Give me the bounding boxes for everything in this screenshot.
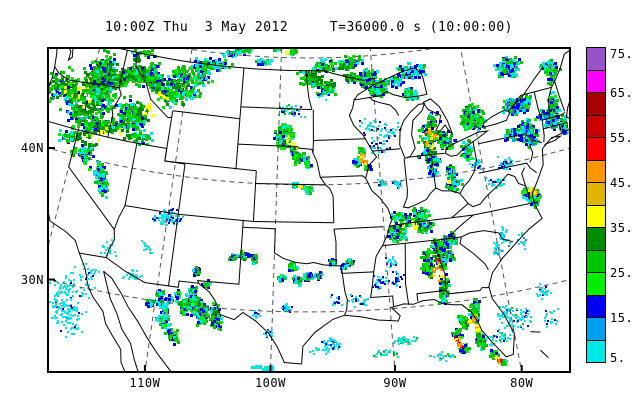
echo-region-mt-n (222, 49, 273, 66)
echo-region-oh-v (445, 170, 464, 193)
echo-region-co-ne (273, 123, 313, 169)
echo-region-tn-ky (387, 207, 435, 243)
echo-region-ca-sea (49, 263, 100, 338)
echo-region-tx-w (188, 293, 223, 331)
echo-region-mo-il (377, 179, 402, 189)
echo-region-gulf-cell (451, 328, 471, 354)
parallel-30N (49, 279, 569, 313)
great-lake-outline (353, 67, 428, 101)
echo-region-ms-spk (372, 256, 405, 290)
great-lake-outline (444, 130, 490, 157)
echo-region-ok (277, 262, 303, 287)
echo-region-nca-nv (79, 144, 109, 199)
meridian-100W (269, 49, 282, 371)
state-borders (49, 49, 569, 371)
echo-region-huron (460, 103, 487, 162)
echo-region-matl (469, 156, 513, 189)
echo-region-tx-nm (162, 289, 181, 315)
echo-region-tx-coast (309, 337, 341, 355)
lon-tick-label-110W: 110W (129, 376, 161, 390)
echo-region-pnw-c (117, 65, 200, 132)
echo-region-seplains (330, 294, 369, 308)
echo-region-mi (417, 111, 457, 169)
lon-tick-label-90W: 90W (383, 376, 407, 390)
echo-region-tx-w2 (188, 266, 212, 295)
echo-region-tx-pan (228, 250, 258, 265)
echo-region-az-2 (145, 289, 165, 309)
plot-title: 10:00Z Thu 3 May 2012 T=36000.0 s (10:00… (104, 20, 513, 35)
lat-tick-label-40N: 40N (20, 140, 44, 155)
map-frame (47, 47, 571, 373)
meridian-120W (49, 49, 101, 245)
great-lake-outline (483, 109, 511, 128)
lon-tick-label-100W: 100W (254, 376, 286, 390)
lat-tick-label-30N: 30N (20, 272, 44, 287)
echo-region-nv-ut (152, 208, 184, 226)
echo-region-mn (296, 55, 365, 96)
echo-region-gulf-c-spk (373, 336, 456, 362)
echo-region-up-spk (402, 87, 419, 101)
meridian-90W (369, 49, 396, 371)
echo-region-gulf-e-spk (485, 305, 524, 346)
echo-region-socal (100, 239, 153, 280)
echo-region-lakes-up (385, 62, 427, 89)
axis-ticks (49, 146, 523, 371)
echo-region-atl-spk (519, 283, 559, 328)
lon-tick-label-80W: 80W (510, 376, 534, 390)
echo-region-nfl (457, 298, 488, 351)
echo-region-mt-nd (273, 49, 298, 56)
great-lake-outline (422, 98, 453, 135)
echo-region-nd (278, 86, 335, 118)
echo-region-pnw-s (58, 115, 154, 158)
echo-region-wi-il (352, 147, 373, 171)
meridian-80W (460, 49, 523, 371)
echo-region-que (546, 62, 569, 135)
echo-region-nj-off (521, 187, 542, 209)
echo-region-al-ga (420, 238, 451, 305)
echo-region-ntx (303, 271, 323, 282)
parallel-40N (49, 147, 569, 186)
echo-region-sfl (489, 349, 508, 366)
precipitation-layer (49, 49, 569, 371)
